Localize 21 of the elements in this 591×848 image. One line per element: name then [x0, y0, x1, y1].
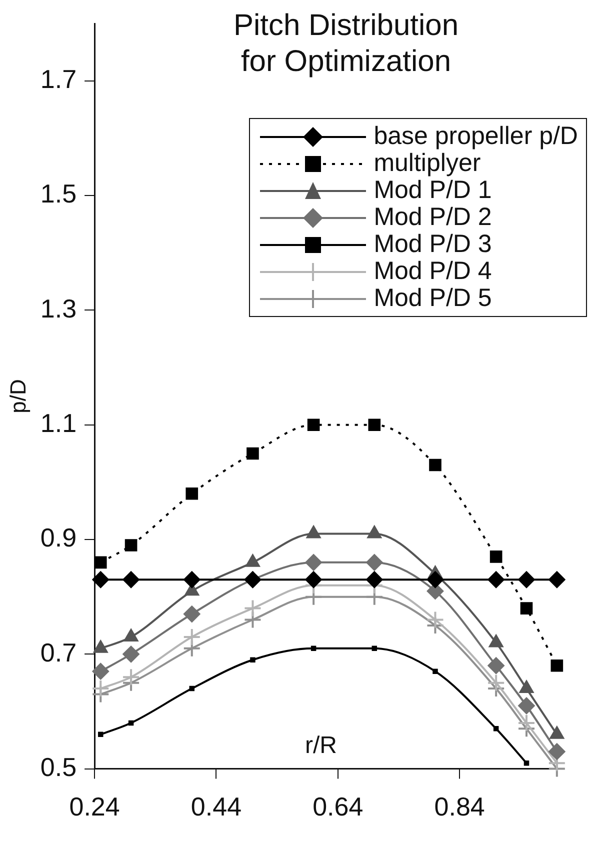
y-tick-label: 1.5	[40, 178, 77, 209]
y-tick-label: 1.7	[40, 64, 77, 94]
legend-label: Mod P/D 1	[374, 176, 492, 205]
y-tick-label: 0.5	[40, 752, 77, 782]
x-tick-label: 0.84	[434, 792, 485, 822]
legend-label: base propeller p/D	[374, 122, 578, 151]
legend-label: Mod P/D 5	[374, 284, 492, 313]
y-tick-label: 1.3	[40, 293, 77, 324]
x-tick-label: 0.24	[69, 792, 120, 822]
y-tick-label: 0.9	[40, 522, 77, 553]
legend-label: Mod P/D 3	[374, 230, 492, 259]
y-tick-label: 1.1	[40, 408, 77, 438]
x-tick-label: 0.44	[190, 792, 242, 822]
y-tick-label: 0.7	[40, 637, 77, 668]
legend-label: Mod P/D 2	[374, 203, 492, 232]
legend-label: multiplyer	[374, 149, 481, 178]
chart-title: Pitch Distribution for Optimization	[232, 8, 460, 80]
legend-label: Mod P/D 4	[374, 257, 492, 286]
x-axis-title: r/R	[305, 732, 337, 760]
x-tick-label: 0.64	[312, 792, 364, 822]
y-axis-title: p/D	[5, 379, 30, 414]
